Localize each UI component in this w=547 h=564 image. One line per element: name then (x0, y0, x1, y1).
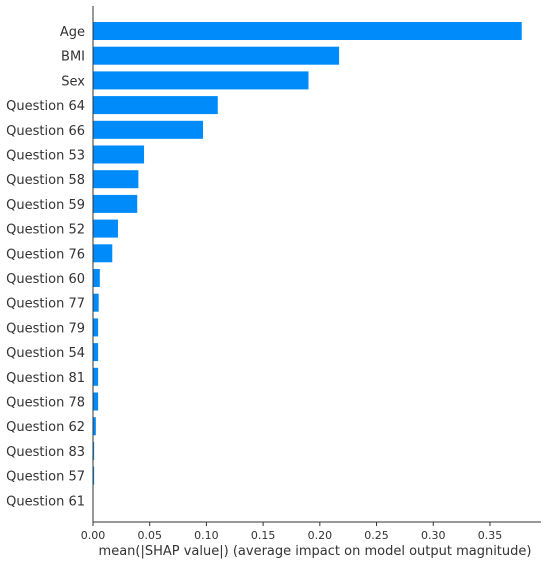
bar-bmi (93, 46, 340, 65)
bar-question-66 (93, 120, 204, 139)
bar-question-53 (93, 145, 145, 164)
bar-question-77 (93, 293, 99, 312)
category-label-question-77: Question 77 (6, 297, 85, 312)
category-label-question-66: Question 66 (6, 124, 85, 139)
bar-question-79 (93, 318, 99, 337)
category-label-question-78: Question 78 (6, 396, 85, 411)
bar-question-76 (93, 244, 113, 263)
category-labels-group: Age BMI Sex Question 64 Question 66 Question … (6, 25, 85, 509)
x-axis-title: mean(|SHAP value|) (average impact on mo… (99, 544, 532, 559)
bar-question-59 (93, 194, 138, 213)
bar-question-81 (93, 367, 99, 386)
bar-sex (93, 71, 309, 90)
bar-question-78 (93, 392, 99, 411)
x-ticks-group: 0.00 0.05 0.10 0.15 0.20 0.25 0.30 0.35 (81, 522, 502, 542)
bar-question-52 (93, 219, 118, 238)
x-tick-label: 0.25 (364, 529, 389, 542)
category-label-age: Age (60, 25, 85, 40)
category-label-question-64: Question 64 (6, 99, 85, 114)
category-label-question-59: Question 59 (6, 198, 85, 213)
bar-question-60 (93, 269, 100, 287)
category-label-bmi: BMI (61, 50, 85, 65)
x-tick-label: 0.35 (478, 529, 503, 542)
category-label-question-81: Question 81 (6, 371, 85, 386)
category-label-question-58: Question 58 (6, 173, 85, 188)
category-label-question-76: Question 76 (6, 247, 85, 262)
category-label-question-62: Question 62 (6, 420, 85, 435)
x-tick-label: 0.20 (308, 529, 333, 542)
x-tick-label: 0.05 (137, 529, 162, 542)
bar-question-58 (93, 170, 139, 189)
category-label-question-60: Question 60 (6, 272, 85, 287)
bar-question-57 (93, 466, 95, 485)
category-label-question-61: Question 61 (6, 494, 85, 509)
x-tick-label: 0.10 (194, 529, 219, 542)
bar-age (93, 22, 522, 40)
x-tick-label: 0.00 (81, 529, 106, 542)
category-label-question-54: Question 54 (6, 346, 85, 361)
bars-group (93, 22, 522, 485)
bar-question-83 (93, 441, 95, 460)
x-tick-label: 0.30 (421, 529, 446, 542)
category-label-question-79: Question 79 (6, 321, 85, 336)
category-label-question-83: Question 83 (6, 445, 85, 460)
bar-question-62 (93, 417, 96, 436)
bar-question-64 (93, 96, 218, 115)
category-label-question-52: Question 52 (6, 223, 85, 238)
category-label-question-53: Question 53 (6, 149, 85, 164)
category-label-sex: Sex (61, 74, 85, 89)
x-tick-label: 0.15 (251, 529, 276, 542)
bar-question-54 (93, 343, 99, 362)
category-label-question-57: Question 57 (6, 470, 85, 485)
